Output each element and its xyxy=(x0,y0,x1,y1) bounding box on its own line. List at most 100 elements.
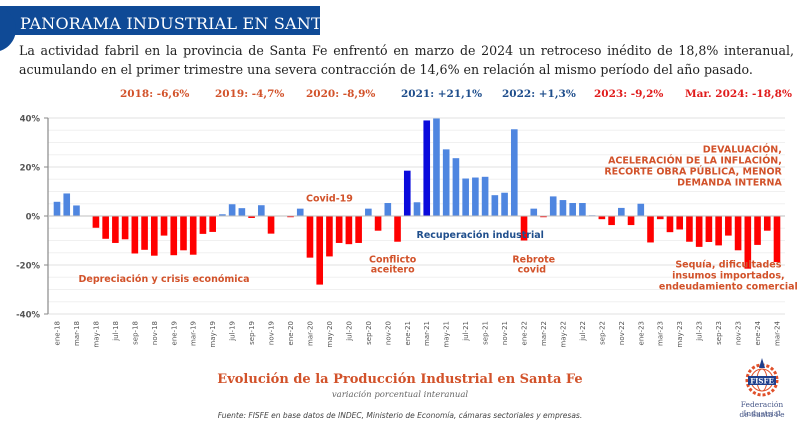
y-tick-label: 0% xyxy=(26,213,41,223)
bar-mar-22 xyxy=(540,216,547,218)
x-tick-label: mar-18 xyxy=(73,321,81,346)
x-tick-label: ene-19 xyxy=(170,321,178,345)
bar-jul-22 xyxy=(579,203,586,216)
source-note: Fuente: FISFE en base datos de INDEC, Mi… xyxy=(217,411,583,420)
annotation: Conflicto xyxy=(369,255,417,266)
x-tick-label: ene-23 xyxy=(637,321,645,345)
bar-mar-24 xyxy=(773,216,781,263)
bar-feb-20 xyxy=(296,208,304,216)
x-tick-label: may-20 xyxy=(326,321,334,348)
x-tick-label: sep-18 xyxy=(131,321,139,345)
x-tick-label: ene-18 xyxy=(54,321,62,345)
year-summary-2022: 2022: +1,3% xyxy=(502,88,576,100)
header-banner: PANORAMA INDUSTRIAL EN SANTA FE xyxy=(0,6,361,52)
annotation: Covid-19 xyxy=(306,193,353,204)
year-summary-2020: 2020: -8,9% xyxy=(306,88,376,100)
bar-feb-22 xyxy=(530,208,538,216)
bar-jul-23 xyxy=(695,216,703,247)
x-tick-label: may-22 xyxy=(559,321,567,348)
bar-mar-18 xyxy=(73,205,80,216)
logo-line-1: Federación Industrial xyxy=(740,400,784,418)
x-tick-label: ene-24 xyxy=(754,320,762,345)
annotation: ACELERACIÓN DE LA INFLACIÓN, xyxy=(608,154,782,166)
bar-jun-18 xyxy=(102,216,109,239)
bar-jun-20 xyxy=(335,216,343,243)
x-axis-ticks: ene-18 mar-18 may-18 jul-18 sep-18 nov-18 ene-… xyxy=(54,320,782,347)
banner-accent xyxy=(0,6,16,52)
logo-badge: FISFE xyxy=(750,377,774,386)
annotation: insumos importados, xyxy=(672,270,785,281)
x-tick-label: nov-22 xyxy=(618,321,626,345)
x-tick-label: jul-21 xyxy=(462,321,470,342)
x-tick-label: mar-21 xyxy=(423,321,431,346)
bar-dic-21 xyxy=(510,129,518,216)
bar-oct-18 xyxy=(141,216,148,250)
bar-ene-21 xyxy=(403,170,411,216)
x-tick-label: jul-23 xyxy=(696,321,704,342)
year-summary-2019: 2019: -4,7% xyxy=(215,88,285,100)
bars xyxy=(53,118,781,285)
year-summary-2018: 2018: -6,6% xyxy=(120,88,190,100)
year-summary-2023: 2023: -9,2% xyxy=(594,88,664,100)
x-tick-label: sep-23 xyxy=(715,321,723,345)
x-tick-label: nov-20 xyxy=(384,321,392,345)
bar-ene-19 xyxy=(170,216,178,256)
bar-abr-22 xyxy=(549,196,557,216)
annotation: RECORTE OBRA PÚBLICA, MENOR xyxy=(604,165,782,177)
x-tick-label: sep-20 xyxy=(365,321,373,345)
bar-feb-24 xyxy=(763,216,771,231)
bar-abr-23 xyxy=(666,216,674,233)
x-tick-label: sep-22 xyxy=(598,321,606,345)
bar-dic-20 xyxy=(394,216,401,242)
x-tick-label: may-18 xyxy=(92,321,100,348)
bar-abr-19 xyxy=(199,216,207,234)
x-tick-label: jul-18 xyxy=(112,321,120,342)
bar-may-23 xyxy=(676,216,684,230)
bar-sep-21 xyxy=(481,176,489,216)
y-tick-label: 20% xyxy=(20,164,41,174)
bar-dic-23 xyxy=(744,216,752,269)
x-tick-label: jul-19 xyxy=(229,321,237,342)
annotation: endeudamiento comercial xyxy=(659,282,798,293)
x-tick-label: mar-20 xyxy=(306,321,314,346)
bar-may-18 xyxy=(92,216,100,228)
x-tick-label: ene-22 xyxy=(521,321,529,345)
bar-sep-23 xyxy=(715,216,722,246)
bar-feb-19 xyxy=(180,216,187,251)
annotation: Rebrote xyxy=(512,255,555,266)
bar-oct-21 xyxy=(491,195,499,216)
year-summary-2024: Mar. 2024: -18,8% xyxy=(685,88,792,100)
bar-ene-18 xyxy=(53,201,61,216)
bar-abr-21 xyxy=(433,118,440,216)
bar-jun-21 xyxy=(452,158,460,216)
x-tick-label: may-23 xyxy=(676,321,684,348)
logo-line-2: de Santa Fe xyxy=(739,410,785,419)
x-tick-label: nov-19 xyxy=(268,321,276,345)
bar-jun-23 xyxy=(686,216,693,242)
bar-ene-22 xyxy=(520,216,528,241)
bar-mar-21 xyxy=(423,120,431,216)
x-tick-label: may-19 xyxy=(209,321,217,348)
fisfe-logo: FISFE Federación Industrial de Santa Fe xyxy=(724,356,800,424)
y-tick-label: -40% xyxy=(16,311,40,321)
x-tick-label: nov-23 xyxy=(735,321,743,345)
chart-title: Evolución de la Producción Industrial en… xyxy=(217,372,583,387)
bar-jun-22 xyxy=(569,203,576,216)
y-tick-label: 40% xyxy=(20,115,41,125)
bar-nov-23 xyxy=(734,216,742,251)
bar-nov-21 xyxy=(501,192,508,216)
bar-may-19 xyxy=(209,216,216,232)
bar-oct-22 xyxy=(608,216,615,226)
bar-feb-18 xyxy=(63,193,71,216)
intro-paragraph: La actividad fabril en la provincia de S… xyxy=(19,43,794,77)
bar-sep-19 xyxy=(248,216,255,218)
bar-nov-20 xyxy=(384,203,392,216)
bar-ago-19 xyxy=(238,208,246,216)
x-tick-label: ene-21 xyxy=(404,321,412,345)
bar-may-22 xyxy=(559,200,567,216)
bar-ene-23 xyxy=(637,203,645,216)
annotation: Depreciación y crisis económica xyxy=(78,274,249,285)
bar-mar-19 xyxy=(189,216,197,255)
bar-ene-24 xyxy=(754,216,761,245)
x-tick-label: mar-19 xyxy=(190,321,198,346)
